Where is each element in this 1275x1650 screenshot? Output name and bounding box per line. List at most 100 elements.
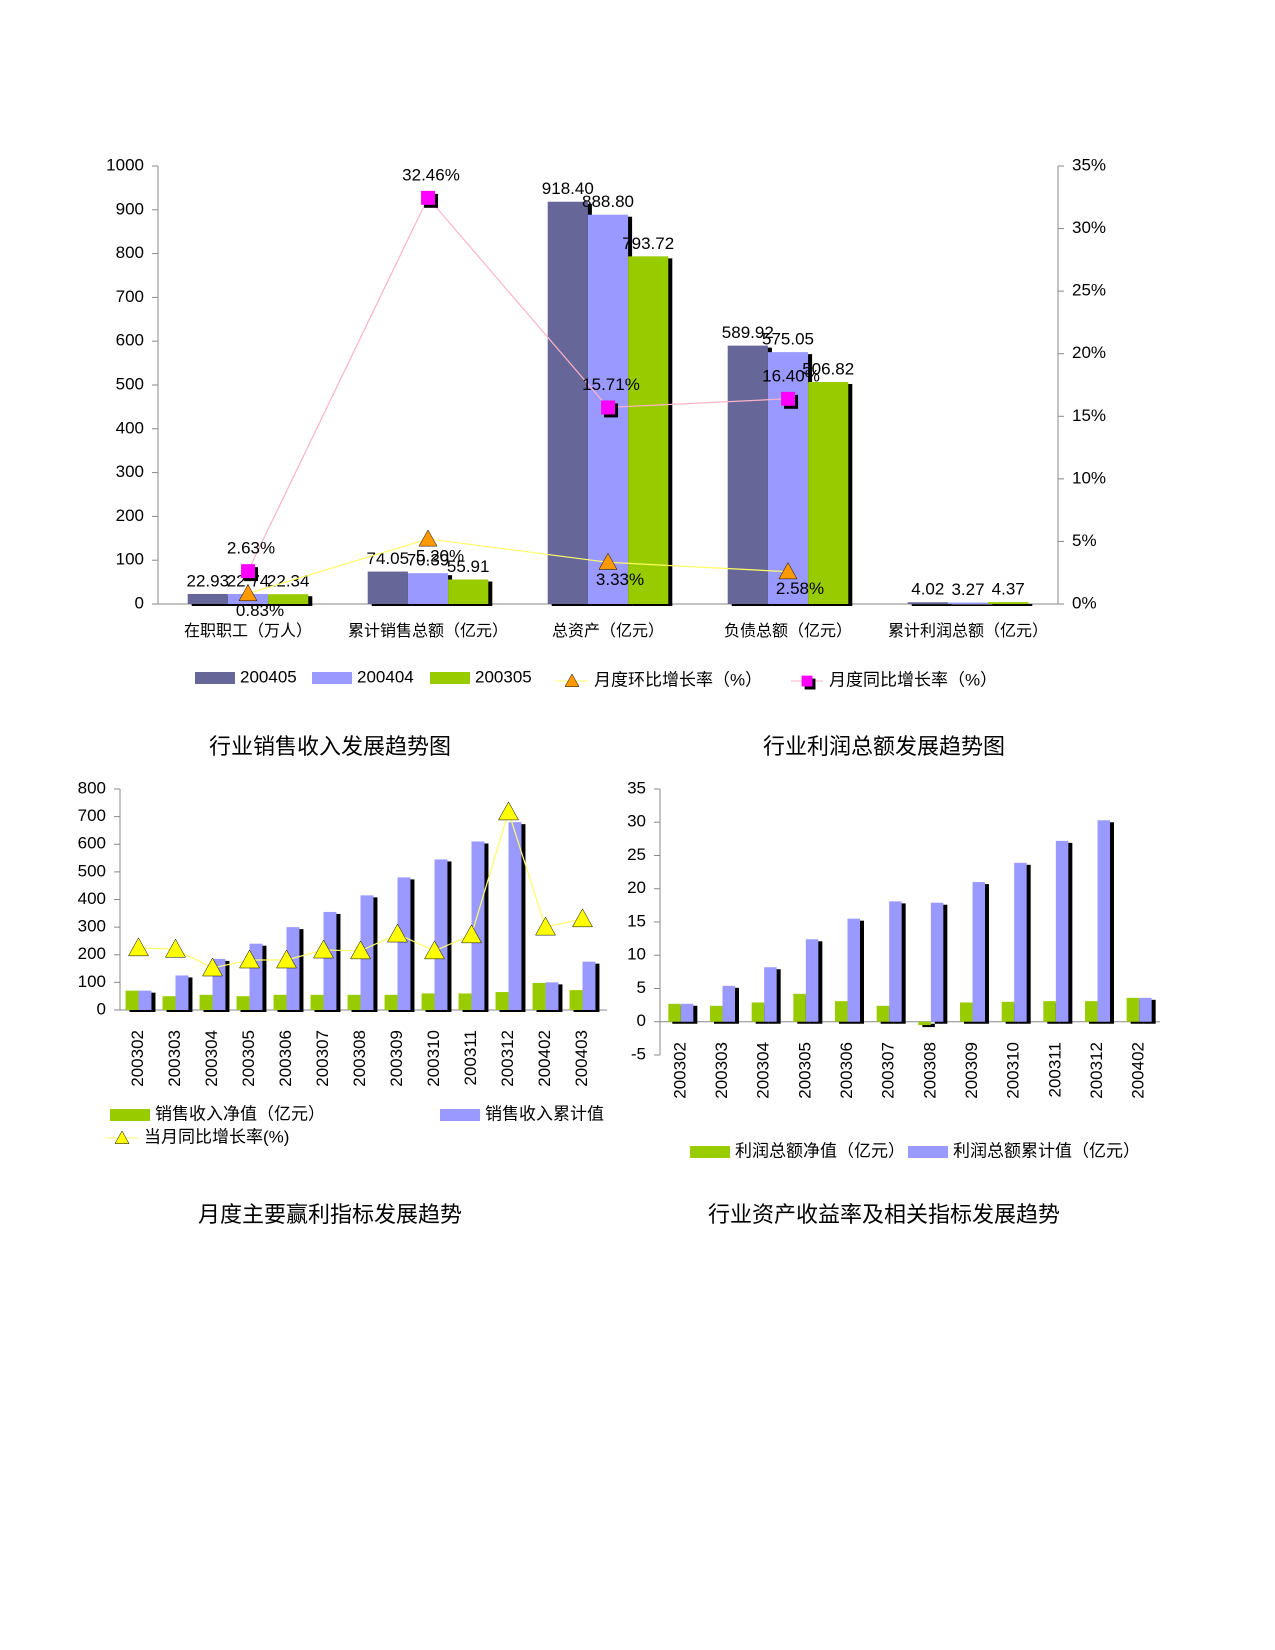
bar bbox=[582, 961, 596, 1010]
x-tick-label: 200305 bbox=[239, 1030, 258, 1087]
y2-tick-label: 25% bbox=[1072, 281, 1106, 300]
point bbox=[598, 552, 618, 570]
point bbox=[387, 923, 408, 943]
value-label: 22.93 bbox=[187, 571, 230, 590]
y-tick-label: 25 bbox=[627, 845, 646, 864]
caption: 行业资产收益率及相关指标发展趋势 bbox=[708, 1202, 1060, 1227]
y-tick-label: 400 bbox=[78, 889, 106, 908]
x-tick-label: 200312 bbox=[498, 1030, 517, 1087]
y-tick-label: 700 bbox=[78, 806, 106, 825]
y-tick-label: 10 bbox=[627, 945, 646, 964]
y-tick-label: 0 bbox=[637, 1011, 646, 1030]
bar bbox=[628, 256, 669, 604]
bar bbox=[1055, 840, 1069, 1022]
legend-swatch bbox=[440, 1109, 480, 1121]
bar bbox=[972, 882, 985, 1022]
y2-tick-label: 35% bbox=[1072, 155, 1106, 174]
bar bbox=[988, 602, 1029, 604]
y-tick-label: 800 bbox=[78, 778, 106, 797]
bar bbox=[384, 994, 398, 1010]
legend-label: 月度同比增长率（%） bbox=[829, 670, 997, 689]
x-tick-label: 负债总额（亿元） bbox=[724, 622, 852, 640]
point bbox=[781, 391, 796, 406]
y-tick-label: 300 bbox=[78, 917, 106, 936]
y-tick-label: -5 bbox=[631, 1044, 646, 1063]
x-tick-label: 200302 bbox=[670, 1042, 689, 1099]
bar bbox=[808, 382, 849, 604]
legend-label: 利润总额累计值（亿元） bbox=[953, 1141, 1140, 1160]
legend-label: 当月同比增长率(%) bbox=[144, 1127, 289, 1146]
x-tick-label: 200308 bbox=[350, 1030, 369, 1087]
bar bbox=[508, 822, 522, 1010]
legend-swatch bbox=[430, 672, 470, 684]
bar bbox=[162, 996, 176, 1010]
bar bbox=[793, 993, 806, 1022]
bar bbox=[448, 579, 489, 604]
bar bbox=[367, 571, 408, 604]
caption: 行业销售收入发展趋势图 bbox=[209, 734, 451, 759]
x-tick-label: 200306 bbox=[837, 1042, 856, 1099]
y-tick-label: 0 bbox=[135, 593, 144, 612]
legend-swatch bbox=[312, 672, 352, 684]
y-tick-label: 200 bbox=[78, 944, 106, 963]
bar bbox=[471, 841, 485, 1010]
bar bbox=[918, 1021, 931, 1026]
caption: 月度主要赢利指标发展趋势 bbox=[198, 1202, 462, 1227]
legend-label: 销售收入净值（亿元） bbox=[155, 1104, 325, 1123]
y-tick-label: 15 bbox=[627, 911, 646, 930]
value-label: 589.92 bbox=[722, 323, 774, 342]
point bbox=[239, 949, 260, 969]
bar bbox=[889, 901, 902, 1022]
bar bbox=[668, 1003, 681, 1022]
x-tick-label: 200306 bbox=[276, 1030, 295, 1087]
x-tick-label: 200307 bbox=[879, 1042, 898, 1099]
y-tick-label: 5 bbox=[637, 978, 646, 997]
caption: 行业利润总额发展趋势图 bbox=[763, 734, 1005, 759]
y2-tick-label: 10% bbox=[1072, 468, 1106, 487]
point bbox=[350, 940, 371, 960]
bar bbox=[569, 990, 583, 1010]
point bbox=[601, 400, 616, 415]
legend-label: 200405 bbox=[240, 667, 297, 686]
x-tick-label: 200309 bbox=[962, 1042, 981, 1099]
bar bbox=[407, 573, 449, 604]
x-tick-label: 200312 bbox=[1087, 1042, 1106, 1099]
y-tick-label: 600 bbox=[116, 331, 144, 350]
bar bbox=[458, 993, 472, 1010]
x-tick-label: 200311 bbox=[1045, 1042, 1064, 1097]
x-tick-label: 200303 bbox=[712, 1042, 731, 1099]
value-label: 55.91 bbox=[447, 557, 490, 576]
bar bbox=[545, 982, 559, 1010]
x-tick-label: 200303 bbox=[165, 1030, 184, 1087]
bar bbox=[751, 1002, 765, 1022]
y-tick-label: 1000 bbox=[106, 155, 144, 174]
bar bbox=[532, 982, 546, 1010]
bar bbox=[323, 911, 337, 1010]
bar bbox=[876, 1005, 890, 1022]
x-tick-label: 200402 bbox=[535, 1030, 554, 1087]
bar bbox=[835, 1001, 848, 1022]
legend-swatch bbox=[110, 1109, 150, 1121]
value-label: 3.27 bbox=[951, 580, 984, 599]
y-tick-label: 30 bbox=[627, 812, 646, 831]
legend-marker bbox=[114, 1130, 130, 1144]
bar bbox=[138, 990, 152, 1010]
bar bbox=[930, 902, 944, 1022]
legend-label: 月度环比增长率（%） bbox=[594, 670, 762, 689]
bar bbox=[960, 1002, 973, 1022]
chart-profit: -5 0 5 10 15 20 25 30 35 200302 200303 200304 200305… bbox=[627, 778, 1160, 1160]
value-label: 5.20% bbox=[416, 546, 464, 565]
x-tick-label: 200310 bbox=[1004, 1042, 1023, 1099]
x-tick-label: 200311 bbox=[461, 1030, 480, 1085]
y2-tick-label: 0% bbox=[1072, 593, 1097, 612]
point bbox=[424, 940, 445, 960]
point bbox=[418, 529, 438, 547]
value-label: 0.83% bbox=[236, 601, 284, 620]
bar bbox=[268, 594, 309, 604]
point bbox=[276, 949, 297, 969]
value-label: 70.39 bbox=[407, 551, 450, 570]
y2-tick-label: 5% bbox=[1072, 531, 1097, 550]
legend-swatch bbox=[195, 672, 235, 684]
